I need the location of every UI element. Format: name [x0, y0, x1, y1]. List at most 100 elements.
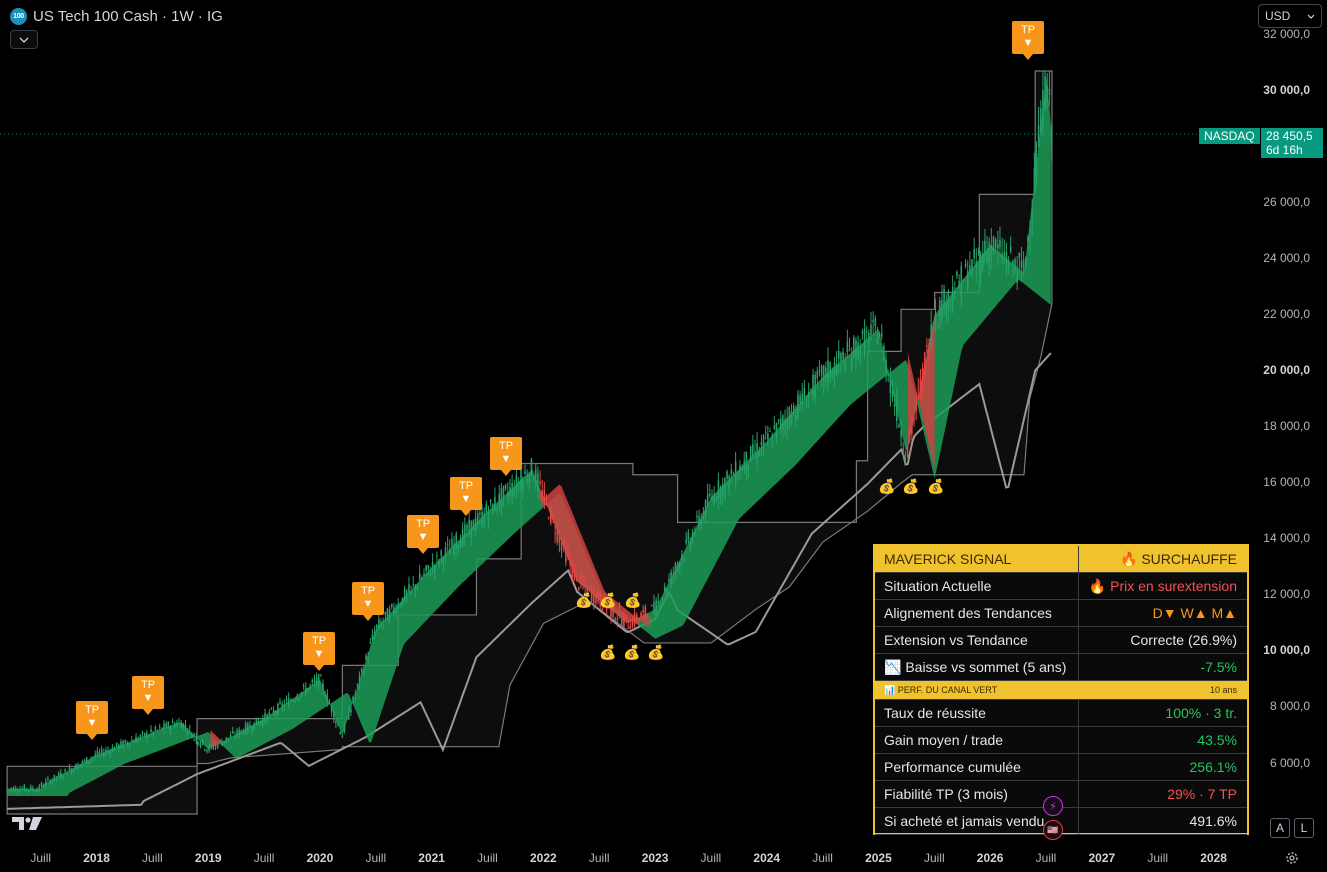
lightning-event-icon[interactable]: ⚡: [1043, 796, 1063, 816]
price-tick-label: 18 000,0: [1263, 419, 1310, 434]
candle-body: [693, 532, 696, 534]
price-tick-label: 14 000,0: [1263, 531, 1310, 546]
settings-gear-icon[interactable]: [1284, 850, 1300, 866]
panel-row-label: Performance cumulée: [875, 754, 1079, 780]
candle-body: [107, 750, 109, 752]
candle-body: [406, 590, 408, 596]
panel-row-label: 📉 Baisse vs sommet (5 ans): [875, 654, 1079, 680]
panel-row-value: D▼ W▲ M▲: [1152, 605, 1237, 621]
candle-body: [386, 608, 389, 622]
candle-body: [896, 398, 898, 422]
candle-body: [683, 557, 685, 559]
candle-body: [165, 723, 167, 728]
tp-marker[interactable]: TP ▼: [490, 437, 522, 476]
candle-body: [421, 577, 423, 580]
candle-body: [799, 395, 801, 404]
candle-body: [571, 563, 574, 577]
candle-body: [184, 724, 187, 728]
candle-body: [842, 351, 844, 360]
candle-body: [595, 595, 597, 604]
candle-body: [552, 515, 554, 518]
candle-body: [502, 485, 505, 498]
tp-marker[interactable]: TP ▼: [1012, 21, 1044, 60]
candle-body: [178, 720, 180, 722]
candle-body: [857, 342, 859, 359]
panel-row: Performance cumulée 256.1%: [875, 754, 1247, 781]
price-tick-label: 8 000,0: [1269, 699, 1310, 714]
candle-body: [900, 431, 902, 438]
candle-body: [77, 764, 79, 769]
tp-marker[interactable]: TP ▼: [407, 515, 439, 554]
money-bag-icon[interactable]: 💰: [599, 644, 617, 660]
candle-body: [494, 497, 496, 510]
money-bag-icon[interactable]: 💰: [878, 478, 896, 494]
trend-ribbon-bearish: [907, 314, 935, 470]
time-tick-label: Juill: [253, 851, 275, 865]
candle-body: [855, 340, 857, 358]
candle-body: [513, 488, 516, 495]
candle-body: [298, 697, 301, 699]
candle-body: [231, 731, 234, 734]
currency-select[interactable]: USD: [1258, 4, 1322, 28]
time-tick-label: Juill: [1035, 851, 1057, 865]
candle-body: [865, 331, 868, 333]
candle-body: [1046, 86, 1049, 102]
panel-row-label: Extension vs Tendance: [875, 627, 1079, 653]
log-scale-button[interactable]: L: [1294, 818, 1314, 838]
candle-body: [986, 248, 988, 262]
candle-body: [575, 574, 578, 577]
candle-body: [620, 618, 623, 627]
money-bag-icon[interactable]: 💰: [623, 644, 641, 660]
tp-label: TP: [311, 635, 327, 647]
candle-body: [577, 587, 580, 590]
panel-row-value: 🔥 Prix en surextension: [1088, 577, 1237, 594]
candle-body: [724, 478, 726, 494]
tp-marker[interactable]: TP ▼: [352, 582, 384, 621]
candle-body: [719, 486, 722, 499]
candle-body: [195, 736, 198, 741]
candle-body: [281, 703, 283, 708]
candle-body: [483, 512, 485, 523]
candle-body: [711, 495, 713, 499]
money-bag-icon[interactable]: 💰: [575, 592, 593, 608]
candle-body: [1024, 257, 1027, 267]
tp-marker[interactable]: TP ▼: [450, 477, 482, 516]
candle-body: [449, 548, 451, 555]
money-bag-icon[interactable]: 💰: [647, 644, 665, 660]
auto-scale-button[interactable]: A: [1270, 818, 1290, 838]
tp-marker[interactable]: TP ▼: [132, 676, 164, 715]
candle-body: [397, 603, 400, 609]
money-bag-icon[interactable]: 💰: [927, 478, 945, 494]
money-bag-icon[interactable]: 💰: [902, 478, 920, 494]
candle-body: [53, 774, 56, 781]
symbol-title[interactable]: US Tech 100 Cash · 1W · IG: [33, 7, 223, 25]
candle-body: [504, 485, 507, 489]
panel-row-label: Taux de réussite: [875, 700, 1079, 726]
candle-body: [614, 618, 617, 621]
candle-body: [283, 703, 286, 707]
collapse-legend-button[interactable]: [10, 30, 38, 49]
money-bag-icon[interactable]: 💰: [624, 592, 642, 608]
candle-body: [758, 451, 761, 457]
candle-body: [457, 545, 460, 549]
candle-body: [268, 712, 271, 715]
time-tick-label: Juill: [1147, 851, 1169, 865]
candle-body: [324, 695, 326, 698]
candle-body: [938, 300, 941, 321]
candle-body: [951, 286, 954, 308]
candle-body: [476, 513, 479, 525]
panel-row-label: Gain moyen / trade: [875, 727, 1079, 753]
candle-body: [208, 746, 210, 751]
money-bag-icon[interactable]: 💰: [599, 592, 617, 608]
candle-body: [55, 776, 58, 778]
us-flag-event-icon[interactable]: 🇺🇸: [1043, 820, 1063, 840]
candle-body: [923, 352, 926, 375]
candle-body: [137, 737, 139, 741]
candle-body: [444, 547, 447, 554]
tradingview-logo-icon[interactable]: [12, 814, 44, 832]
tp-marker[interactable]: TP ▼: [76, 701, 108, 740]
tp-marker[interactable]: TP ▼: [303, 632, 335, 671]
candle-body: [599, 594, 602, 607]
candle-body: [197, 742, 200, 745]
